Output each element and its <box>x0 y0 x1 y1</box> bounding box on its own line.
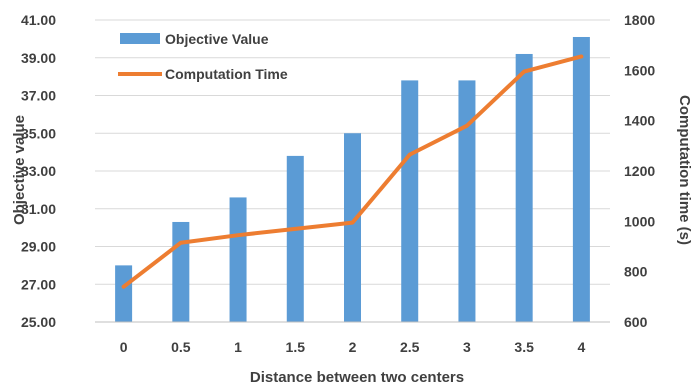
point-computation-time <box>351 221 354 225</box>
x-axis-title: Distance between two centers <box>250 369 464 386</box>
left-y-tick-label: 39.00 <box>21 50 56 66</box>
x-tick-label: 0 <box>120 339 128 355</box>
right-y-tick-label: 600 <box>624 314 648 330</box>
right-y-axis-title: Computation time (s) <box>676 95 691 245</box>
x-axis: 0 0.5 1 1.5 2 2.5 3 3.5 4 <box>95 321 610 355</box>
legend: Objective Value Computation Time <box>118 31 288 82</box>
point-computation-time <box>179 241 183 245</box>
bar-objective-value <box>344 133 361 322</box>
legend-swatch-objective-value <box>120 33 160 44</box>
right-y-tick-label: 1600 <box>624 62 655 78</box>
legend-label-computation-time: Computation Time <box>165 66 288 82</box>
bar-objective-value <box>401 80 419 323</box>
left-y-axis-title: Objective value <box>11 115 28 225</box>
left-y-tick-label: 25.00 <box>21 314 56 330</box>
right-y-axis: 600 800 1000 1200 1400 1600 1800 <box>624 12 655 330</box>
bar-objective-value <box>458 80 476 323</box>
right-y-tick-label: 1000 <box>624 213 655 229</box>
bar-objective-value <box>115 265 133 322</box>
left-y-tick-label: 33.00 <box>21 163 56 179</box>
bar-objective-value <box>229 197 247 322</box>
x-tick-label: 0.5 <box>171 339 191 355</box>
point-computation-time <box>293 227 297 231</box>
x-tick-label: 2 <box>349 339 357 355</box>
left-y-tick-label: 41.00 <box>21 12 56 28</box>
point-computation-time <box>408 153 412 157</box>
bar-objective-value <box>286 155 304 322</box>
line-series-computation-time <box>121 54 584 289</box>
left-y-tick-label: 27.00 <box>21 276 56 292</box>
point-computation-time <box>122 285 126 289</box>
point-computation-time <box>522 70 526 74</box>
point-computation-time <box>579 54 583 58</box>
bar-objective-value <box>572 36 590 323</box>
left-y-tick-label: 35.00 <box>21 125 56 141</box>
x-tick-label: 2.5 <box>400 339 420 355</box>
right-y-tick-label: 1800 <box>624 12 655 28</box>
x-tick-label: 3.5 <box>514 339 534 355</box>
right-y-tick-label: 1200 <box>624 163 655 179</box>
left-y-axis: 25.00 27.00 29.00 31.00 33.00 35.00 37.00 39.00… <box>21 12 56 330</box>
left-y-tick-label: 37.00 <box>21 88 56 104</box>
x-tick-label: 1.5 <box>286 339 306 355</box>
right-y-tick-label: 1400 <box>624 113 655 129</box>
right-y-tick-label: 800 <box>624 264 648 280</box>
left-y-tick-label: 31.00 <box>21 201 56 217</box>
point-computation-time <box>465 124 469 128</box>
x-tick-label: 3 <box>463 339 471 355</box>
legend-label-objective-value: Objective Value <box>165 31 269 47</box>
x-tick-label: 1 <box>234 339 242 355</box>
point-computation-time <box>236 233 240 237</box>
bar-objective-value <box>172 221 190 322</box>
left-y-tick-label: 29.00 <box>21 239 56 255</box>
bar-objective-value <box>515 53 533 322</box>
x-tick-label: 4 <box>577 339 585 355</box>
